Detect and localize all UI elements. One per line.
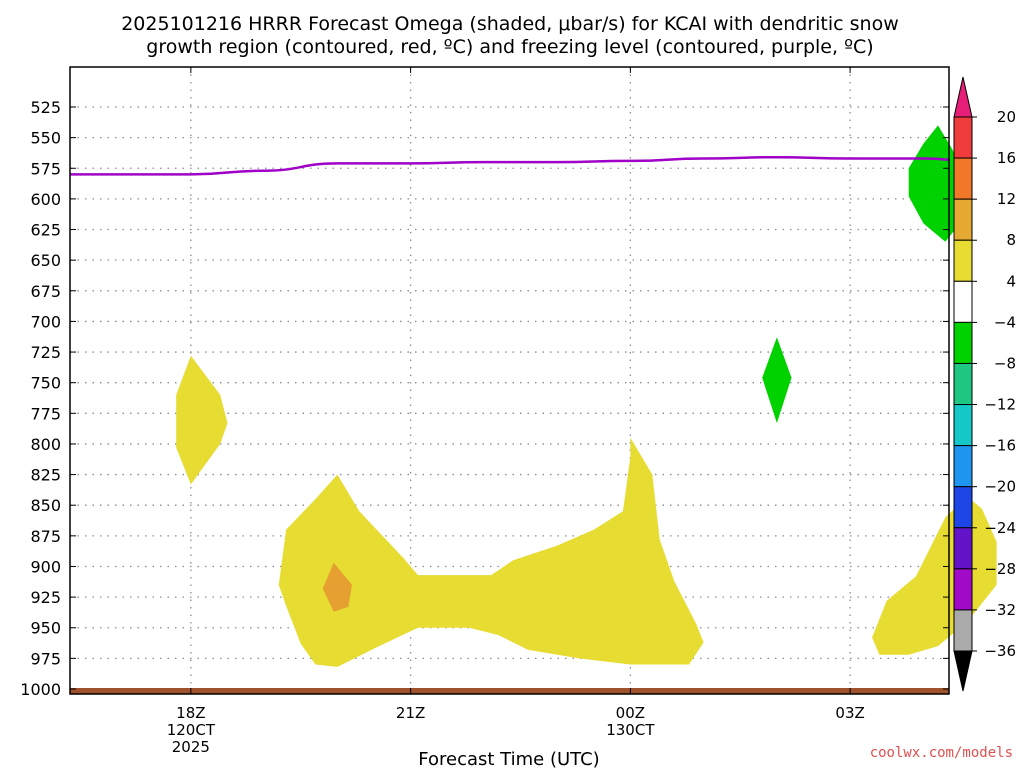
ground-group	[70, 688, 949, 694]
colorbar-label-10: −24	[984, 519, 1016, 537]
yellow-region-1	[176, 355, 228, 485]
x-tick-label-00Z-line-1: 00Z	[616, 704, 645, 722]
colorbar-band-4	[953, 239, 973, 282]
colorbar-band-11	[953, 527, 973, 570]
colorbar-label-13: −36	[984, 642, 1016, 660]
colorbar-band-6	[953, 321, 973, 364]
ground-strip	[70, 688, 949, 694]
y-tick-label-775: 775	[30, 404, 61, 423]
colorbar-label-5: −4	[994, 313, 1016, 331]
colorbar-label-8: −16	[984, 437, 1016, 455]
colorbar-band-12	[953, 568, 973, 611]
colorbar-label-6: −8	[994, 354, 1016, 372]
y-tick-label-625: 625	[30, 221, 61, 240]
y-tick-label-650: 650	[30, 251, 61, 270]
y-tick-label-850: 850	[30, 496, 61, 515]
colorbar-label-3: 8	[1006, 231, 1016, 249]
colorbar-band-8	[953, 404, 973, 447]
colorbar-label-0: 20	[997, 108, 1016, 126]
colorbar-label-9: −20	[984, 478, 1016, 496]
y-tick-label-900: 900	[30, 557, 61, 576]
chart-title-line-2: growth region (contoured, red, ºC) and f…	[146, 36, 873, 58]
colorbar-band-13	[953, 609, 973, 652]
colorbar-label-7: −12	[984, 396, 1016, 414]
y-tick-label-950: 950	[30, 619, 61, 638]
y-tick-label-975: 975	[30, 649, 61, 668]
x-tick-label-03Z-line-1: 03Z	[835, 704, 864, 722]
chart-title-line-1: 2025101216 HRRR Forecast Omega (shaded, …	[121, 13, 899, 35]
colorbar-label-1: 16	[997, 149, 1016, 167]
y-tick-label-700: 700	[30, 312, 61, 331]
y-tick-label-750: 750	[30, 374, 61, 393]
y-tick-label-575: 575	[30, 159, 61, 178]
plot-border	[69, 66, 950, 695]
y-tick-label-925: 925	[30, 588, 61, 607]
yellow-region-2	[278, 437, 704, 667]
y-tick-label-725: 725	[30, 343, 61, 362]
y-axis: 525 550 575 600 625 650 675 700 725 750 775 800 825 8…	[20, 98, 949, 699]
colorbar-band-10	[953, 486, 973, 529]
freezing-level-group	[70, 155, 949, 176]
freezing-level-line	[70, 155, 949, 176]
colorbar-band-3	[953, 198, 973, 241]
y-tick-label-600: 600	[30, 190, 61, 209]
x-axis-label: Forecast Time (UTC)	[418, 749, 599, 768]
plot-frame	[69, 66, 950, 695]
colorbar-band-7	[953, 362, 973, 406]
colorbar: 20 16 12 8 4 −4 −8 −12 −16 −20 −24 −28 −32 −36	[953, 76, 1016, 692]
x-tick-label-18Z-line-3: 2025	[172, 738, 210, 756]
colorbar-band-9	[953, 445, 973, 488]
x-axis: 18Z120CT202521Z00Z130CT03Z06Z09Z	[167, 67, 865, 756]
y-tick-label-875: 875	[30, 527, 61, 546]
colorbar-band-1	[953, 116, 973, 159]
green-region-1	[762, 337, 792, 424]
colorbar-top-triangle	[953, 76, 973, 118]
y-tick-label-675: 675	[30, 282, 61, 301]
colorbar-band-5	[953, 280, 973, 323]
colorbar-label-12: −32	[984, 601, 1016, 619]
colorbar-label-2: 12	[997, 190, 1016, 208]
colorbar-bottom-triangle	[953, 650, 973, 692]
x-tick-label-18Z-line-1: 18Z	[176, 704, 205, 722]
y-tick-label-825: 825	[30, 466, 61, 485]
y-tick-label-525: 525	[30, 98, 61, 117]
y-tick-label-550: 550	[30, 129, 61, 148]
green-region-2	[908, 125, 960, 242]
colorbar-band-2	[953, 157, 973, 200]
x-tick-label-00Z-line-2: 130CT	[606, 721, 655, 739]
orange-region	[322, 562, 352, 612]
x-tick-label-18Z-line-2: 120CT	[167, 721, 216, 739]
x-tick-label-21Z-line-1: 21Z	[396, 704, 425, 722]
credit-text: coolwx.com/models	[870, 745, 1013, 761]
colorbar-label-11: −28	[984, 560, 1016, 578]
colorbar-label-4: 4	[1006, 272, 1016, 290]
y-tick-label-1000: 1000	[20, 680, 61, 699]
y-tick-label-800: 800	[30, 435, 61, 454]
